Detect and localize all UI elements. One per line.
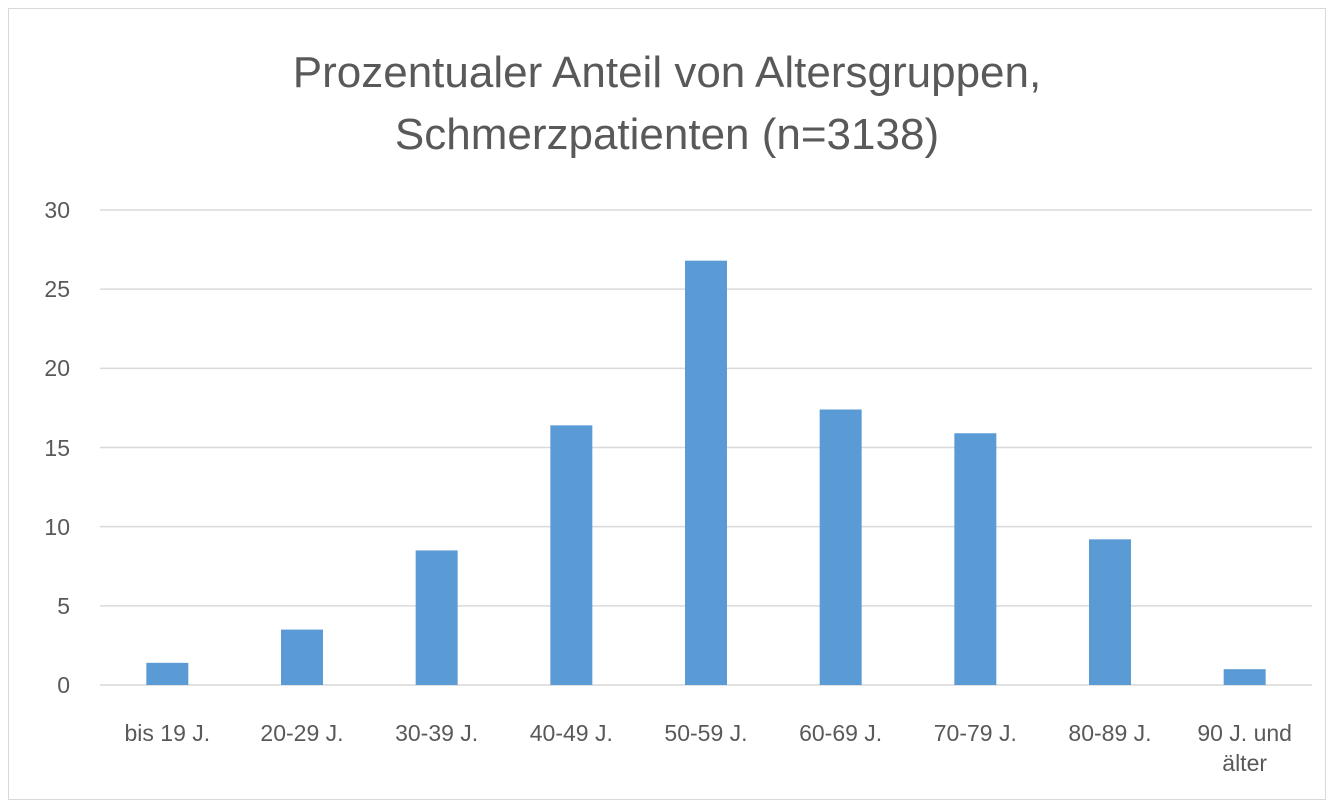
bar — [415, 550, 458, 685]
y-tick-label: 20 — [44, 355, 70, 382]
y-tick-label: 15 — [44, 434, 70, 461]
x-tick-label: 20-29 J. — [260, 720, 344, 746]
y-tick-label: 0 — [57, 672, 70, 698]
y-tick-label: 30 — [44, 197, 70, 223]
y-tick-label: 5 — [57, 592, 70, 619]
x-tick-label: 60-69 J. — [799, 720, 883, 746]
x-tick-label: bis 19 J. — [124, 720, 211, 746]
chart-border — [8, 8, 1326, 800]
x-tick-label: 50-59 J. — [664, 720, 748, 746]
bar — [685, 260, 727, 685]
y-tick-label: 10 — [44, 513, 70, 540]
y-tick-label: 25 — [44, 276, 70, 303]
x-tick-label: 90 J. und älter — [1197, 720, 1292, 776]
x-tick-label: 40-49 J. — [529, 720, 613, 746]
bar — [1223, 669, 1266, 685]
bar — [1089, 539, 1131, 685]
x-tick-label: 80-89 J. — [1068, 720, 1152, 746]
bar — [281, 629, 323, 685]
bar — [954, 433, 997, 685]
x-tick-label: 30-39 J. — [395, 720, 479, 746]
x-tick-label: 70-79 J. — [933, 720, 1017, 746]
bar — [819, 409, 862, 685]
bar — [550, 425, 593, 685]
bar — [146, 662, 189, 685]
chart-title: Prozentualer Anteil von Altersgruppen, S… — [292, 48, 1042, 159]
